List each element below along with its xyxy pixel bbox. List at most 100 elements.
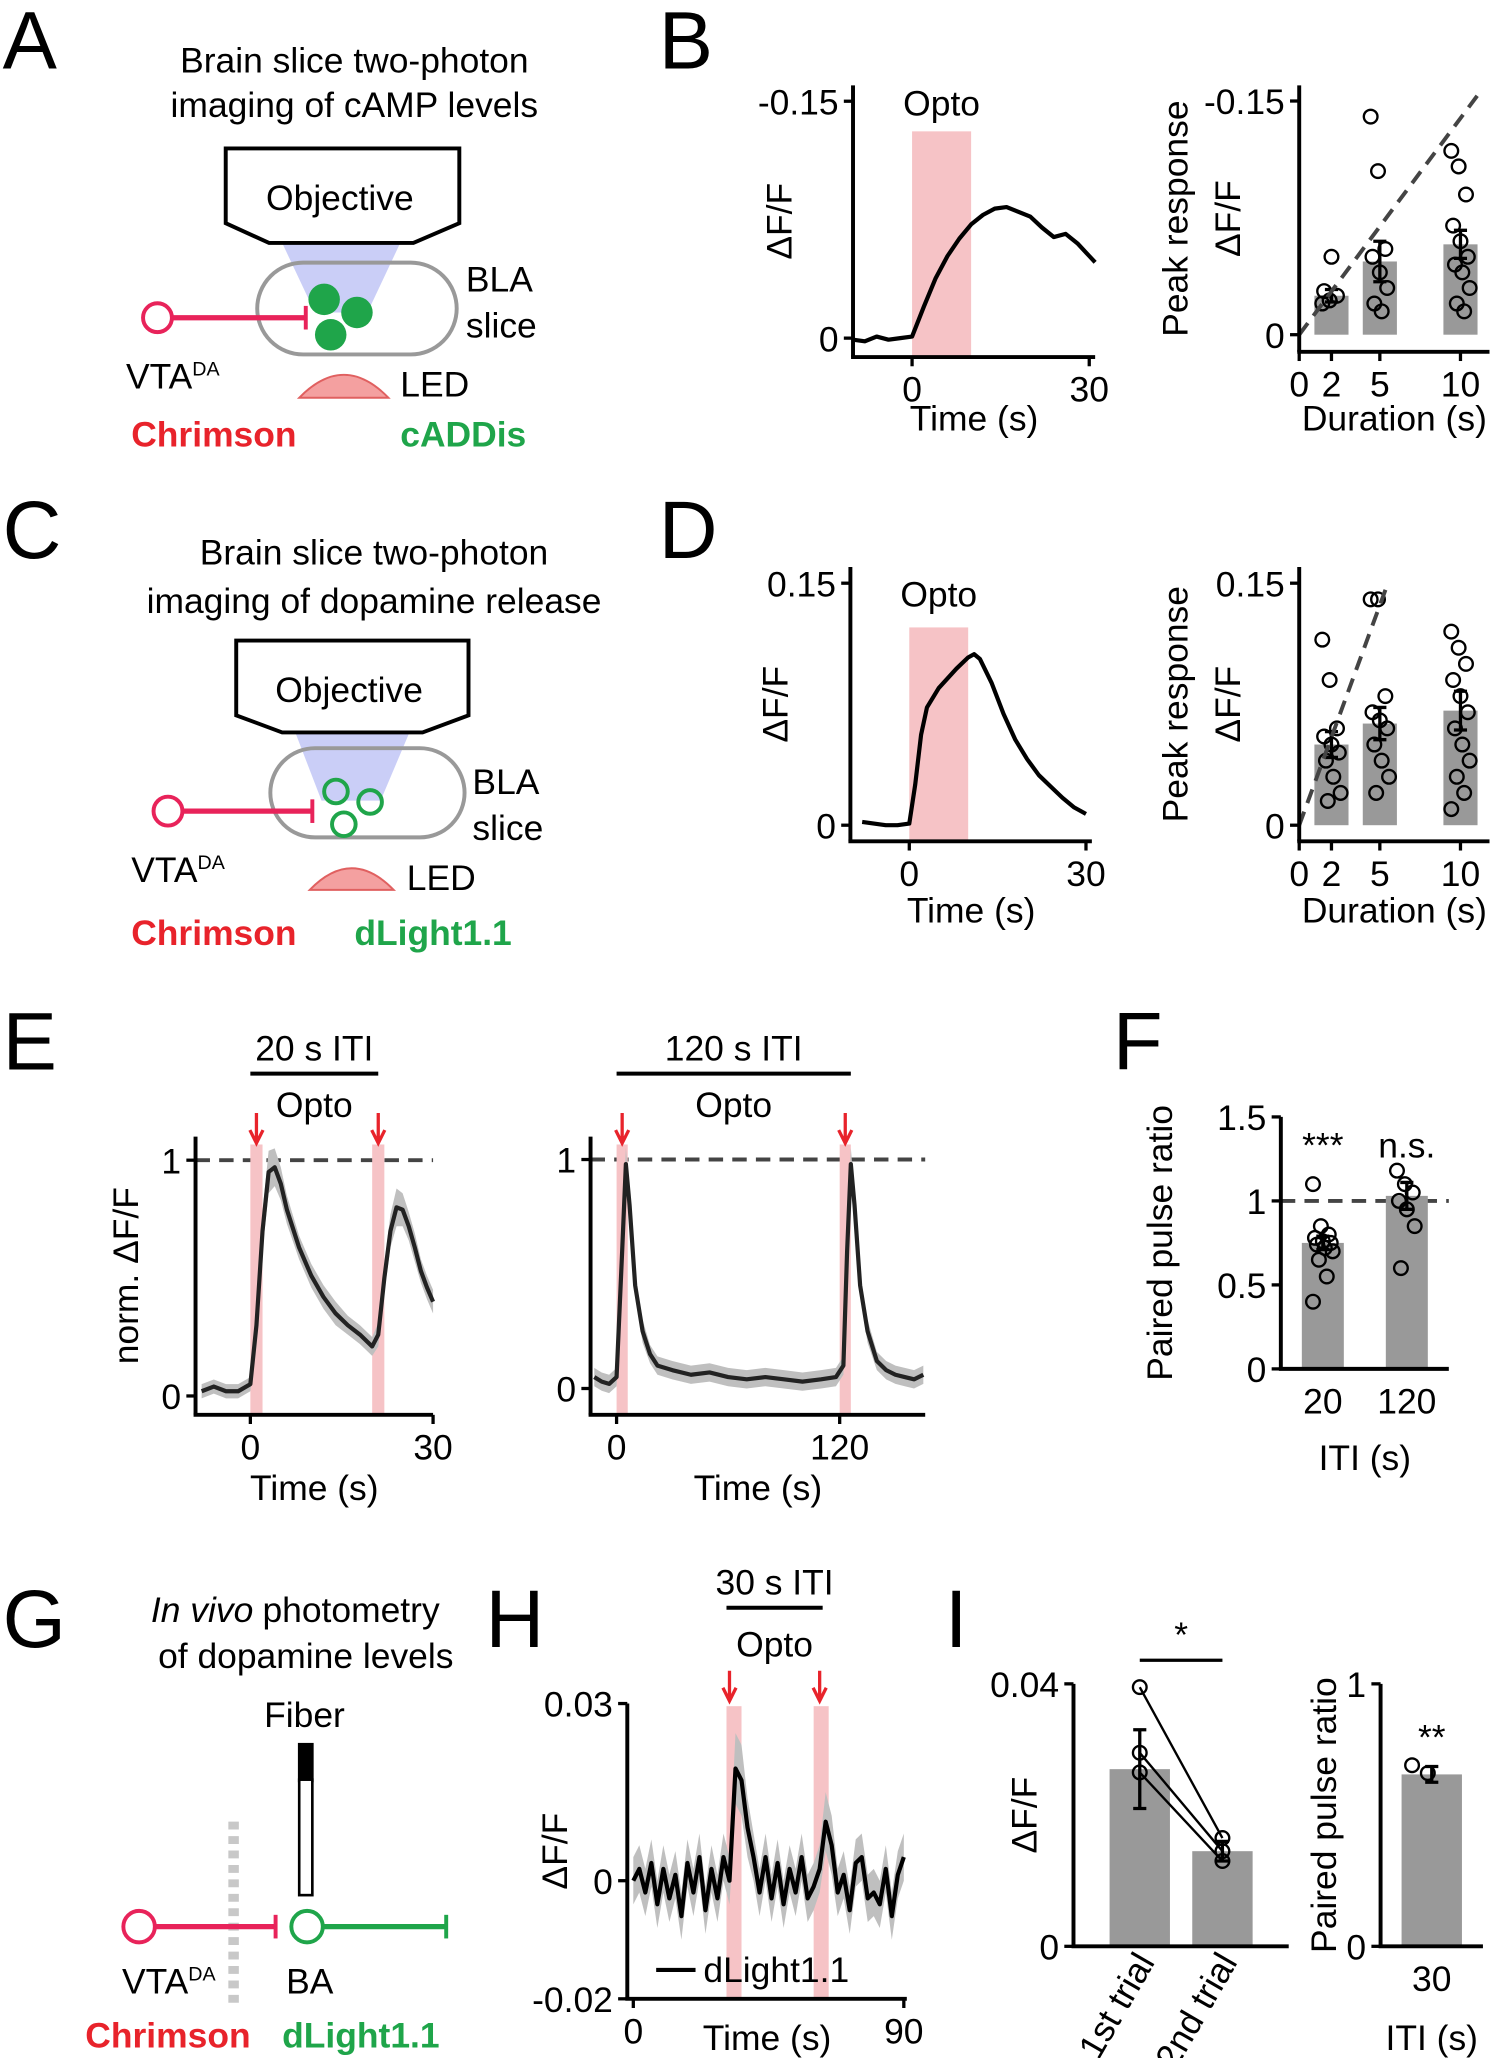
x-axis-label: Time (s): [907, 891, 1036, 931]
significance: ***: [1302, 1126, 1344, 1166]
panel-letter: B: [659, 0, 713, 86]
data-point: [1370, 163, 1387, 180]
data-point: [1419, 1765, 1436, 1782]
y-tick-label: 0.5: [1217, 1266, 1266, 1306]
cell: [330, 810, 358, 839]
diagram-c: Brain slice two-photon imaging of dopami…: [131, 532, 601, 953]
data-point: [1370, 591, 1387, 608]
region-label: slice: [466, 305, 537, 345]
data-point: [1316, 728, 1333, 745]
slice: [268, 746, 467, 840]
data-point: [1304, 1176, 1321, 1193]
data-point: [1457, 655, 1474, 672]
x-tick-label: 2: [1322, 854, 1342, 894]
bracket-label: 30 s ITI: [716, 1563, 834, 1603]
neuron: [121, 1908, 157, 1945]
data-point: [1368, 784, 1385, 801]
data-point: [1366, 736, 1383, 753]
y-axis-label: ΔF/F: [1208, 180, 1248, 257]
data-point: [1306, 1229, 1323, 1246]
x-tick-label: 0: [902, 370, 922, 410]
source-sup: DA: [197, 852, 225, 874]
neuron: [289, 1908, 325, 1945]
data-point: [1323, 248, 1340, 265]
x-tick-label: 10: [1441, 364, 1480, 404]
source-label: VTADA: [122, 1962, 216, 2002]
sensor-label: dLight1.1: [354, 913, 511, 953]
stim-arrow: [837, 1112, 854, 1147]
data-point: [1406, 1218, 1423, 1235]
y-tick-label: 0.15: [767, 564, 836, 604]
data-point: [1448, 768, 1465, 785]
diagram-a: Brain slice two-photon imaging of cAMP l…: [126, 40, 538, 454]
neuron: [141, 301, 174, 335]
neuron: [151, 794, 185, 828]
cell: [356, 788, 384, 816]
cell: [341, 296, 373, 329]
panel-letter: E: [3, 997, 57, 1088]
source-sup: DA: [188, 1963, 216, 1985]
x-tick-label: 20: [1303, 1382, 1342, 1422]
panel-letter: D: [659, 485, 718, 576]
data-point: [1131, 1744, 1148, 1761]
data-point: [1454, 264, 1471, 281]
source-label: VTADA: [126, 357, 220, 397]
x-axis-label: Time (s): [910, 399, 1039, 439]
slice: [255, 260, 459, 357]
x-tick-label: 10: [1441, 854, 1480, 894]
x-tick-label: 5: [1370, 364, 1390, 404]
stim-shade: [909, 627, 969, 842]
target-label: BA: [286, 1962, 334, 2002]
data-point: [1308, 1236, 1325, 1253]
y-tick-label: 1: [556, 1141, 576, 1181]
data-point: [1131, 1764, 1148, 1781]
diagram-title: imaging of dopamine release: [147, 581, 602, 621]
data-point: [1379, 279, 1396, 296]
opsin-label: Chrimson: [131, 913, 296, 953]
data-point: [1330, 744, 1347, 761]
fiber-ferrule: [297, 1742, 314, 1783]
data-point: [1332, 784, 1349, 801]
x-tick-label: 0: [241, 1427, 261, 1467]
data-point: [1362, 591, 1379, 608]
data-point: [1450, 158, 1467, 175]
data-point: [1214, 1843, 1231, 1860]
bracket-label: 120 s ITI: [665, 1028, 803, 1068]
trace: [852, 204, 1097, 344]
x-tick-label: 30: [1412, 1959, 1451, 1999]
y-axis-label: ΔF/F: [1005, 1777, 1045, 1854]
shade-label: Opto: [903, 84, 980, 124]
y-tick-label: -0.15: [1204, 82, 1285, 122]
panel-letters: A B C D E F G H I: [3, 0, 1163, 1665]
error-band: [201, 1148, 434, 1399]
data-point: [1461, 752, 1478, 769]
data-point: [1456, 303, 1473, 320]
reference-line: [1297, 88, 1484, 336]
diagram-title: In vivo photometry: [151, 1590, 440, 1630]
cell: [308, 283, 340, 316]
data-point: [1450, 639, 1467, 656]
shade-label: Opto: [695, 1085, 772, 1125]
x-axis-label: ITI (s): [1319, 1438, 1411, 1478]
objective: [234, 638, 471, 735]
legend-label: dLight1.1: [703, 1950, 849, 1990]
x-tick-label: 0: [607, 1427, 627, 1467]
x-tick-label: 90: [884, 2011, 923, 2051]
y-tick-label: 1: [1247, 1182, 1267, 1222]
data-point: [1377, 688, 1394, 705]
reference-line: [1297, 582, 1390, 826]
shade-label: Opto: [900, 574, 977, 614]
data-point: [1324, 1243, 1341, 1260]
led: [296, 374, 391, 399]
data-point: [1445, 217, 1462, 234]
data-point: [1314, 631, 1331, 648]
stim-arrow: [811, 1670, 828, 1705]
y-tick-label: 0: [556, 1370, 576, 1410]
x-axis-label: Time (s): [250, 1468, 379, 1508]
y-axis-label: Peak response: [1156, 586, 1196, 822]
data-point: [1377, 241, 1394, 258]
data-point: [1379, 720, 1396, 737]
data-point: [1390, 1192, 1407, 1209]
